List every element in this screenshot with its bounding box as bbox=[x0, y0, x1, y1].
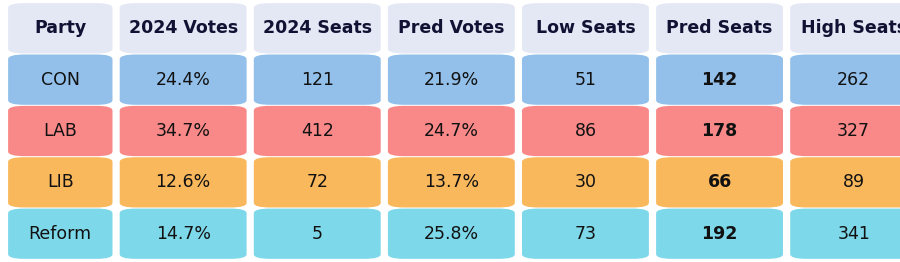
FancyBboxPatch shape bbox=[522, 3, 649, 53]
FancyBboxPatch shape bbox=[790, 54, 900, 105]
Text: LAB: LAB bbox=[43, 122, 77, 140]
Text: 142: 142 bbox=[701, 71, 738, 89]
Text: 24.7%: 24.7% bbox=[424, 122, 479, 140]
FancyBboxPatch shape bbox=[388, 106, 515, 156]
Text: 72: 72 bbox=[306, 173, 328, 191]
Text: Pred Seats: Pred Seats bbox=[666, 19, 773, 37]
Text: 178: 178 bbox=[701, 122, 738, 140]
FancyBboxPatch shape bbox=[388, 54, 515, 105]
FancyBboxPatch shape bbox=[120, 209, 247, 259]
FancyBboxPatch shape bbox=[120, 54, 247, 105]
FancyBboxPatch shape bbox=[8, 3, 112, 53]
FancyBboxPatch shape bbox=[656, 157, 783, 208]
FancyBboxPatch shape bbox=[120, 3, 247, 53]
Text: 51: 51 bbox=[574, 71, 597, 89]
FancyBboxPatch shape bbox=[656, 106, 783, 156]
Text: 66: 66 bbox=[707, 173, 732, 191]
Text: 14.7%: 14.7% bbox=[156, 225, 211, 243]
FancyBboxPatch shape bbox=[254, 209, 381, 259]
Text: 5: 5 bbox=[311, 225, 323, 243]
Text: 262: 262 bbox=[837, 71, 870, 89]
Text: 412: 412 bbox=[301, 122, 334, 140]
Text: LIB: LIB bbox=[47, 173, 74, 191]
FancyBboxPatch shape bbox=[254, 157, 381, 208]
FancyBboxPatch shape bbox=[790, 3, 900, 53]
FancyBboxPatch shape bbox=[8, 106, 112, 156]
Text: 86: 86 bbox=[574, 122, 597, 140]
Text: 192: 192 bbox=[701, 225, 738, 243]
Text: CON: CON bbox=[40, 71, 80, 89]
Text: Low Seats: Low Seats bbox=[536, 19, 635, 37]
FancyBboxPatch shape bbox=[656, 3, 783, 53]
Text: 73: 73 bbox=[574, 225, 597, 243]
FancyBboxPatch shape bbox=[8, 209, 112, 259]
FancyBboxPatch shape bbox=[656, 209, 783, 259]
Text: 30: 30 bbox=[574, 173, 597, 191]
FancyBboxPatch shape bbox=[388, 209, 515, 259]
FancyBboxPatch shape bbox=[656, 54, 783, 105]
FancyBboxPatch shape bbox=[254, 54, 381, 105]
Text: 341: 341 bbox=[837, 225, 870, 243]
FancyBboxPatch shape bbox=[388, 3, 515, 53]
FancyBboxPatch shape bbox=[120, 106, 247, 156]
FancyBboxPatch shape bbox=[790, 157, 900, 208]
Text: 121: 121 bbox=[301, 71, 334, 89]
Text: 13.7%: 13.7% bbox=[424, 173, 479, 191]
FancyBboxPatch shape bbox=[522, 54, 649, 105]
Text: Party: Party bbox=[34, 19, 86, 37]
FancyBboxPatch shape bbox=[522, 157, 649, 208]
FancyBboxPatch shape bbox=[120, 157, 247, 208]
Text: 24.4%: 24.4% bbox=[156, 71, 211, 89]
FancyBboxPatch shape bbox=[8, 157, 112, 208]
FancyBboxPatch shape bbox=[254, 3, 381, 53]
Text: Reform: Reform bbox=[29, 225, 92, 243]
Text: 2024 Seats: 2024 Seats bbox=[263, 19, 372, 37]
FancyBboxPatch shape bbox=[254, 106, 381, 156]
Text: 25.8%: 25.8% bbox=[424, 225, 479, 243]
FancyBboxPatch shape bbox=[388, 157, 515, 208]
FancyBboxPatch shape bbox=[790, 106, 900, 156]
Text: High Seats: High Seats bbox=[801, 19, 900, 37]
FancyBboxPatch shape bbox=[522, 209, 649, 259]
Text: 327: 327 bbox=[837, 122, 870, 140]
Text: Pred Votes: Pred Votes bbox=[398, 19, 505, 37]
Text: 2024 Votes: 2024 Votes bbox=[129, 19, 238, 37]
Text: 34.7%: 34.7% bbox=[156, 122, 211, 140]
Text: 12.6%: 12.6% bbox=[156, 173, 211, 191]
FancyBboxPatch shape bbox=[8, 54, 112, 105]
Text: 89: 89 bbox=[842, 173, 865, 191]
FancyBboxPatch shape bbox=[522, 106, 649, 156]
FancyBboxPatch shape bbox=[790, 209, 900, 259]
Text: 21.9%: 21.9% bbox=[424, 71, 479, 89]
